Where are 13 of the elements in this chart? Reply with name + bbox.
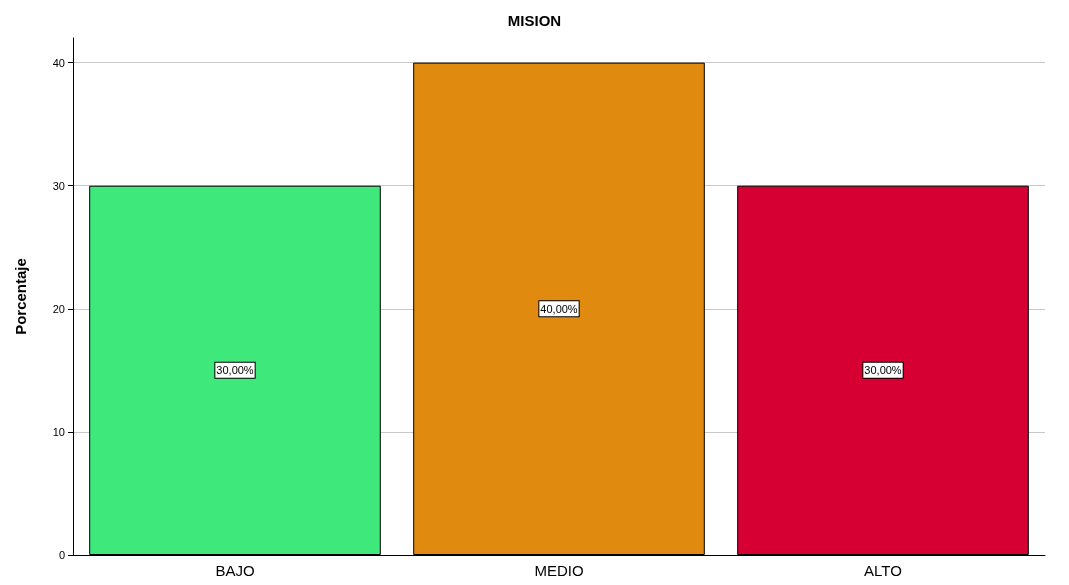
y-tick-label: 40 — [52, 56, 65, 69]
data-label: 30,00% — [216, 364, 254, 377]
y-tick-label: 20 — [52, 302, 65, 315]
data-label: 40,00% — [540, 302, 578, 315]
x-tick-label: ALTO — [864, 562, 902, 579]
y-tick-label: 0 — [58, 549, 65, 561]
y-tick-label: 10 — [52, 425, 65, 438]
data-label: 30,00% — [864, 364, 902, 377]
chart-title: MISION — [507, 12, 562, 29]
y-axis-title: Porcentaje — [12, 258, 29, 335]
x-tick-label: BAJO — [215, 562, 255, 579]
x-tick-label: MEDIO — [534, 562, 584, 579]
y-tick-label: 30 — [52, 179, 65, 192]
